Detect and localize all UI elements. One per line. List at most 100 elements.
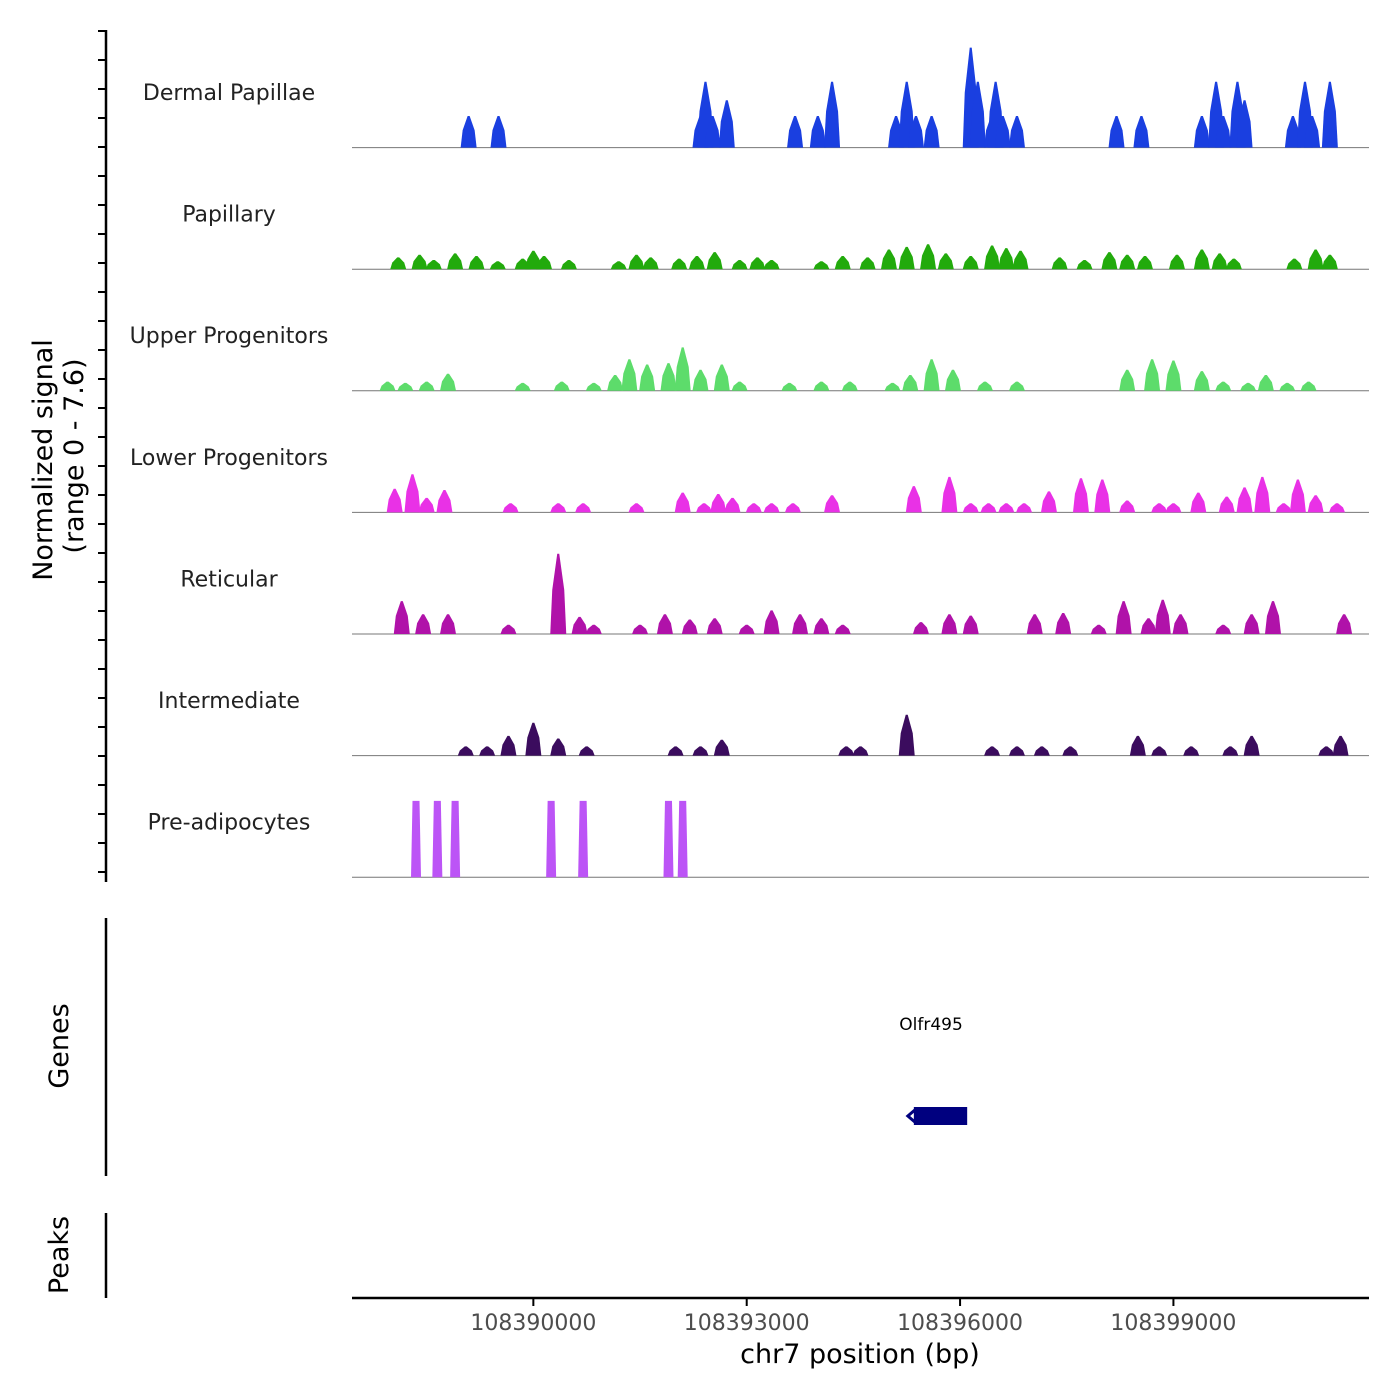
signal-peak (1307, 495, 1324, 513)
signal-peak (1051, 257, 1068, 270)
signal-peak (998, 248, 1015, 270)
signal-peak (450, 800, 461, 878)
signal-peak (902, 375, 919, 391)
signal-peak (1300, 381, 1317, 391)
y-axis-title-line1: Normalized signal (28, 339, 59, 581)
signal-peak (941, 476, 958, 513)
signal-peak (571, 616, 588, 634)
signal-peak (718, 100, 735, 148)
signal-peak (920, 244, 937, 270)
signal-peak (607, 375, 624, 391)
signal-peak (671, 258, 688, 270)
track-papillary: Papillary (182, 203, 1369, 270)
signal-peak (1307, 249, 1324, 270)
signal-peak (787, 116, 804, 148)
signal-peak (525, 722, 542, 756)
signal-peak (411, 254, 428, 270)
signal-peak (379, 381, 396, 391)
signal-peak (784, 503, 801, 513)
signal-peak (1119, 254, 1136, 270)
signal-peak (468, 256, 485, 270)
track-upper-progenitors: Upper Progenitors (130, 324, 1369, 392)
signal-peak (834, 256, 851, 270)
signal-peak (738, 624, 755, 634)
genes-panel-label: Genes (44, 1003, 75, 1088)
signal-peak (763, 610, 780, 634)
signal-peak (1008, 746, 1025, 756)
signal-peak (1193, 116, 1210, 148)
signal-peak (1101, 252, 1118, 270)
track-label: Pre-adipocytes (148, 811, 311, 836)
signal-peak (898, 246, 915, 270)
signal-peak (502, 503, 519, 513)
signal-peak (1218, 496, 1235, 513)
signal-y-axis-ticks (98, 30, 106, 873)
signal-peak (1016, 503, 1033, 513)
track-label: Lower Progenitors (130, 446, 328, 471)
signal-peak (1264, 601, 1281, 634)
signal-peak (415, 614, 432, 634)
signal-peak (944, 369, 961, 391)
signal-peak (1318, 746, 1335, 756)
signal-peak (980, 503, 997, 513)
signal-peak (386, 488, 403, 513)
signal-peak (813, 618, 830, 634)
signal-peak (1304, 116, 1321, 148)
signal-peak (1115, 601, 1132, 634)
signal-peak (1055, 612, 1072, 634)
signal-peak (404, 474, 421, 513)
track-label: Intermediate (158, 689, 300, 714)
signal-peak (457, 746, 474, 756)
signal-peak (1286, 258, 1303, 270)
signal-peak (824, 495, 841, 513)
signal-peak (500, 735, 517, 756)
signal-peak (674, 347, 691, 391)
signal-peak (813, 261, 830, 270)
signal-peak (962, 256, 979, 270)
signal-peak (1254, 476, 1271, 513)
signal-peak (692, 746, 709, 756)
signal-peak (704, 116, 721, 148)
signal-peak (706, 618, 723, 634)
signal-peak (1275, 503, 1292, 513)
signal-peak (1168, 254, 1185, 270)
signal-peak (923, 116, 940, 148)
signal-peak (1151, 746, 1168, 756)
signal-peak (962, 503, 979, 513)
track-lower-progenitors: Lower Progenitors (130, 446, 1369, 513)
signal-peak (852, 746, 869, 756)
x-axis-ticks: 108390000 108393000 108396000 108399000 (470, 1298, 1236, 1336)
signal-peak (923, 359, 940, 391)
signal-peak (838, 746, 855, 756)
signal-peak (912, 622, 929, 634)
signal-peak (621, 359, 638, 391)
signal-peak (1243, 735, 1260, 756)
signal-peak (1215, 116, 1232, 148)
signal-peak (1236, 100, 1253, 148)
signal-peak (809, 116, 826, 148)
signal-peak (490, 116, 507, 148)
signal-peak (1144, 359, 1161, 391)
signal-peak (781, 382, 798, 391)
signal-peak (610, 261, 627, 270)
signal-peak (639, 364, 656, 391)
track-dermal-papillae: Dermal Papillae (143, 47, 1369, 149)
signal-peak (578, 800, 589, 878)
signal-peak (1193, 371, 1210, 391)
signal-peak (479, 746, 496, 756)
signal-peak (907, 116, 924, 148)
signal-peak (1193, 249, 1210, 270)
signal-peak (677, 800, 688, 878)
signal-peak (1165, 360, 1182, 391)
signal-peak (731, 259, 748, 270)
signal-peak (632, 624, 649, 634)
signal-peak (418, 381, 435, 391)
signal-peak (628, 503, 645, 513)
signal-peak (1225, 258, 1242, 270)
signal-peak (585, 382, 602, 391)
signal-peak (1008, 381, 1025, 391)
signal-peak (1172, 614, 1189, 634)
signal-peak (1336, 614, 1353, 634)
signal-peak (674, 492, 691, 513)
signal-peak (905, 486, 922, 513)
